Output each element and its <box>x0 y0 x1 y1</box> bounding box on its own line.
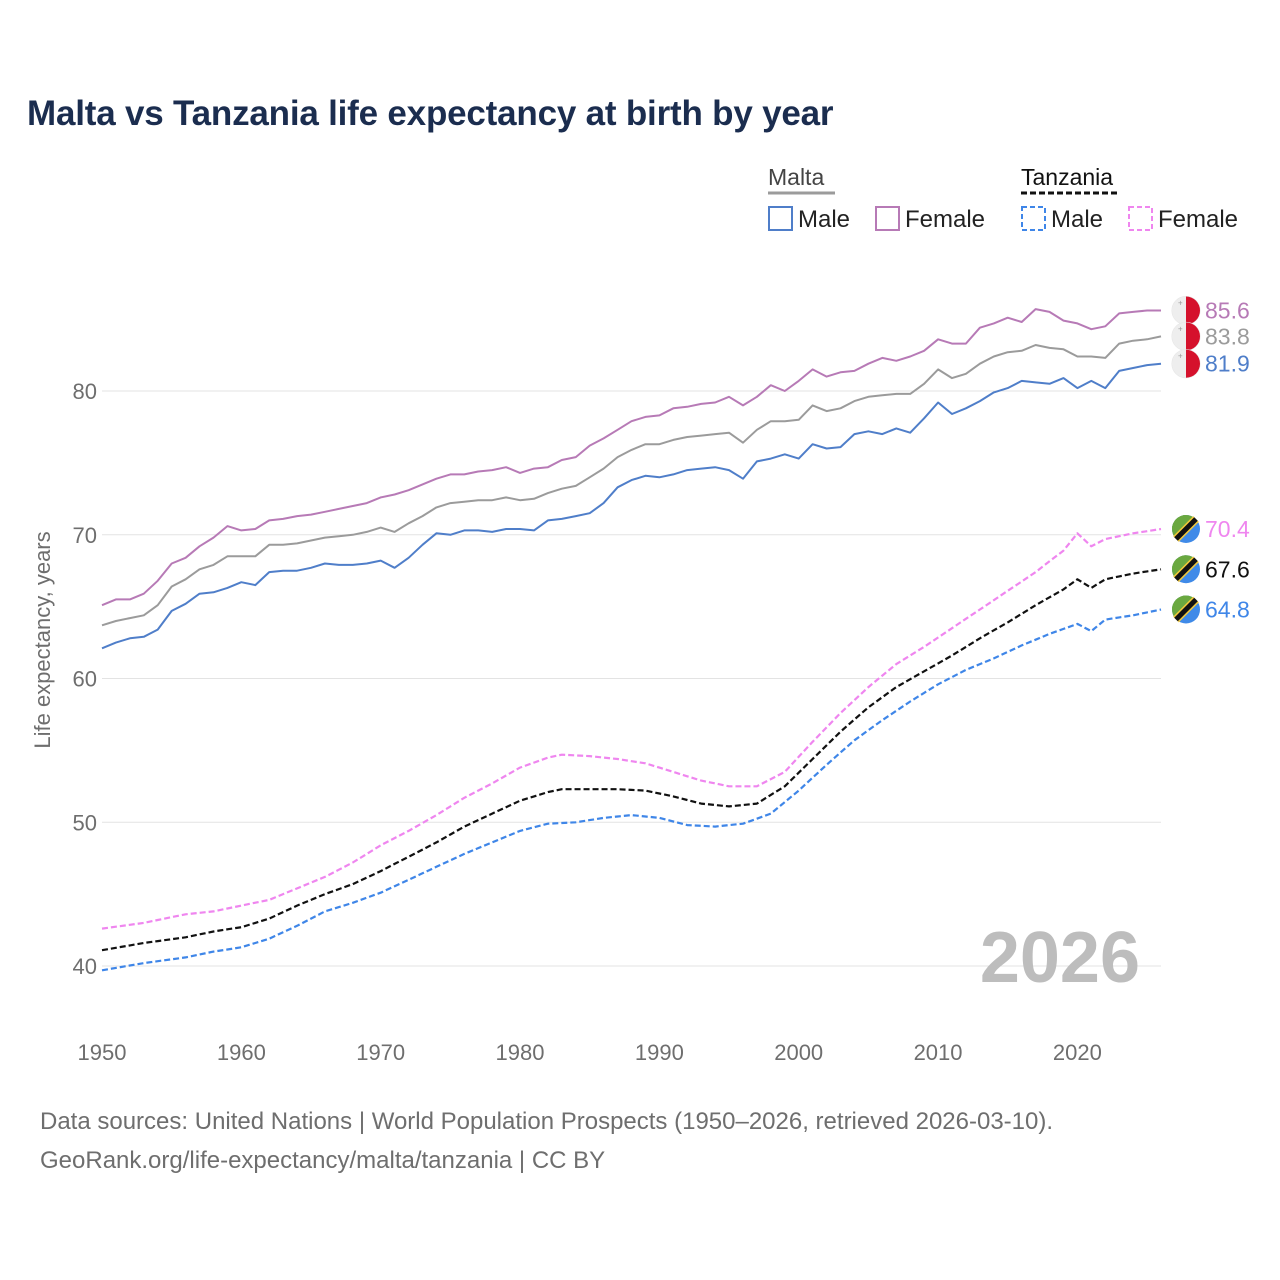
tanzania-flag-black <box>1174 557 1198 582</box>
legend-malta-female-swatch <box>875 206 900 231</box>
legend-tanzania-header: Tanzania <box>1021 164 1113 190</box>
tanzania-end-label: 67.6 <box>1205 556 1250 582</box>
legend: Malta Male Female Tanzania Male Female <box>768 164 1238 233</box>
x-tick-label: 1990 <box>635 1040 684 1065</box>
y-tick-label: 60 <box>73 667 97 692</box>
malta-flag-red-half <box>1186 322 1200 351</box>
tanzania-flag-black <box>1174 517 1198 541</box>
x-tick-label: 2000 <box>774 1040 823 1065</box>
y-tick-label: 70 <box>73 523 97 548</box>
malta-line <box>101 335 1162 627</box>
legend-tanzania-male-label: Male <box>1051 206 1103 233</box>
tanzania-line <box>101 568 1162 952</box>
malta-flag-white-half <box>1172 296 1186 325</box>
legend-malta-male-label: Male <box>798 206 850 233</box>
tanzania-flag-icon <box>1171 514 1200 543</box>
x-tick-label: 1970 <box>356 1040 405 1065</box>
tanzania-flag-icon <box>1171 595 1200 624</box>
legend-tanzania-female-label: Female <box>1158 206 1238 233</box>
malta-flag-red-half <box>1186 296 1200 325</box>
source-text: Data sources: United Nations | World Pop… <box>40 1108 1054 1135</box>
x-tick-label: 2010 <box>914 1040 963 1065</box>
tanzania-flag-icon <box>1171 555 1200 584</box>
x-tick-label: 1950 <box>78 1040 127 1065</box>
malta-male-line <box>101 362 1162 650</box>
y-axis-title: Life expectancy, years <box>30 531 55 748</box>
tanzania-male-line <box>101 608 1162 972</box>
malta-flag-cross-icon: + <box>1178 324 1183 333</box>
life-expectancy-chart: 40 50 60 70 80 1950 1960 1970 1980 1990 2000 2010 20… <box>30 164 1250 1065</box>
legend-malta-male-swatch <box>768 206 793 231</box>
malta-end-label: 83.8 <box>1205 323 1250 349</box>
malta-flag-white-half <box>1172 322 1186 351</box>
source-url[interactable]: GeoRank.org/life-expectancy/malta/tanzan… <box>40 1147 606 1174</box>
malta-flag-cross-icon: + <box>1178 352 1183 361</box>
malta-flag-white-half <box>1172 349 1186 378</box>
x-tick-label: 2020 <box>1053 1040 1102 1065</box>
malta-flag-cross-icon: + <box>1178 299 1183 308</box>
year-watermark: 2026 <box>980 918 1140 998</box>
y-tick-label: 50 <box>73 810 97 835</box>
tanzania-female-end-label: 70.4 <box>1205 516 1250 542</box>
x-tick-label: 1980 <box>496 1040 545 1065</box>
y-tick-label: 40 <box>73 954 97 979</box>
legend-tanzania-male-swatch <box>1021 206 1046 231</box>
legend-tanzania-female-swatch <box>1128 206 1153 231</box>
chart-title: Malta vs Tanzania life expectancy at bir… <box>27 94 834 133</box>
y-tick-label: 80 <box>73 379 97 404</box>
malta-female-line <box>101 308 1161 607</box>
tanzania-female-line <box>101 527 1162 930</box>
legend-malta-female-label: Female <box>905 206 985 233</box>
tanzania-male-end-label: 64.8 <box>1205 597 1250 623</box>
legend-malta-header: Malta <box>768 164 824 190</box>
tanzania-flag-black <box>1174 597 1198 622</box>
malta-male-end-label: 81.9 <box>1205 351 1250 377</box>
malta-female-end-label: 85.6 <box>1205 298 1250 324</box>
malta-flag-red-half <box>1186 349 1200 378</box>
x-tick-label: 1960 <box>217 1040 266 1065</box>
